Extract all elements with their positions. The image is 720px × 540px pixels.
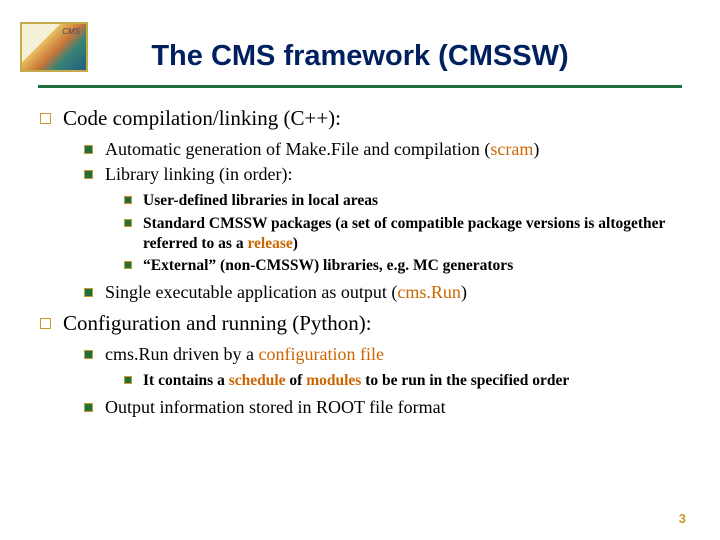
list-item: Output information stored in ROOT file f… <box>105 397 446 418</box>
solid-square-bullet <box>84 350 93 359</box>
highlight-term: configuration file <box>258 344 383 364</box>
hollow-square-bullet <box>40 113 51 124</box>
cms-logo <box>20 22 88 72</box>
list-item: It contains a schedule of modules to be … <box>143 371 569 391</box>
list-item: Single executable application as output … <box>105 282 467 303</box>
hollow-square-bullet <box>124 376 132 384</box>
section-heading: Code compilation/linking (C++): <box>63 106 341 131</box>
hollow-square-bullet <box>124 196 132 204</box>
hollow-square-bullet <box>40 318 51 329</box>
highlight-term: scram <box>490 139 533 159</box>
slide-title: The CMS framework (CMSSW) <box>38 18 682 85</box>
solid-square-bullet <box>84 170 93 179</box>
list-item: Standard CMSSW packages (a set of compat… <box>143 214 682 254</box>
highlight-term: schedule <box>229 372 286 389</box>
section-heading: Configuration and running (Python): <box>63 311 372 336</box>
hollow-square-bullet <box>124 219 132 227</box>
slide-content: Code compilation/linking (C++): Automati… <box>38 106 682 418</box>
solid-square-bullet <box>84 145 93 154</box>
highlight-term: cms.Run <box>397 282 461 302</box>
list-item: Automatic generation of Make.File and co… <box>105 139 539 160</box>
page-number: 3 <box>679 511 686 526</box>
list-item: User-defined libraries in local areas <box>143 191 378 211</box>
list-item: cms.Run driven by a configuration file <box>105 344 384 365</box>
title-divider <box>38 85 682 88</box>
list-item: “External” (non-CMSSW) libraries, e.g. M… <box>143 256 513 276</box>
hollow-square-bullet <box>124 261 132 269</box>
highlight-term: release <box>247 235 292 252</box>
highlight-term: modules <box>306 372 361 389</box>
solid-square-bullet <box>84 403 93 412</box>
list-item: Library linking (in order): <box>105 164 292 185</box>
solid-square-bullet <box>84 288 93 297</box>
